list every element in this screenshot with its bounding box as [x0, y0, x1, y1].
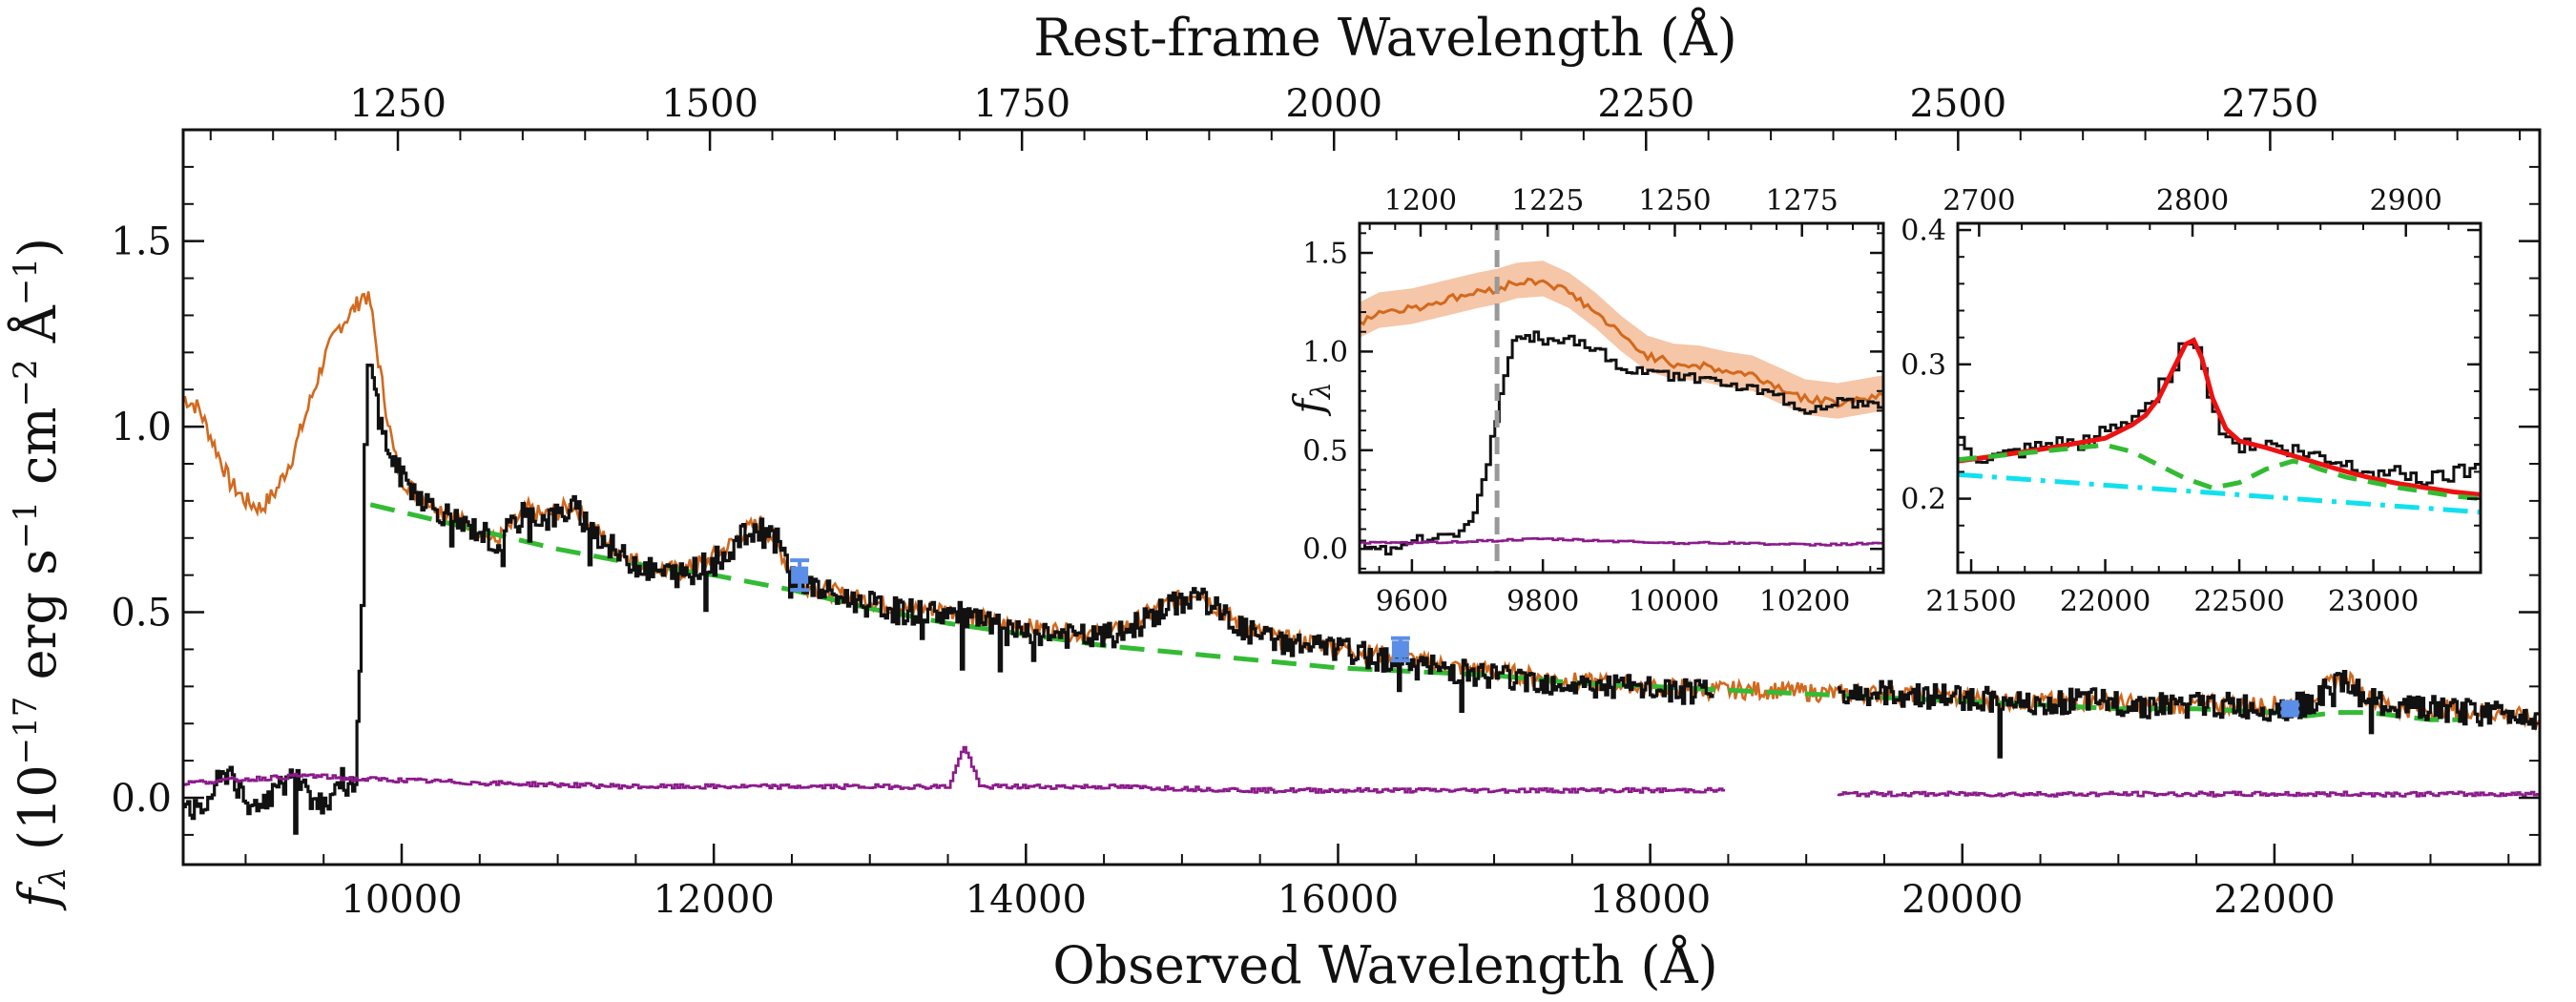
top-tick-label: 2250: [1597, 82, 1694, 126]
ylabel-erg: erg s: [8, 549, 68, 696]
x-tick-label: 23000: [2328, 585, 2419, 618]
error-line: [183, 745, 1726, 794]
x-tick-label: 20000: [1901, 878, 2023, 922]
error-line: [1837, 790, 2540, 798]
inset-model-line: [1360, 277, 1883, 408]
inset-lya-series: [1360, 223, 1883, 573]
inset-lyman-alpha: 9600 9800 10000 10200 1200 1225 1250 1275 0.0 0.5…: [1285, 184, 1885, 618]
x-tick-label: 12000: [654, 878, 775, 922]
x-tick-label: 16000: [1278, 878, 1399, 922]
inset-background: [1958, 223, 2481, 573]
top-tick-label: 2750: [2222, 82, 2319, 126]
y-tick-label: 0.0: [1302, 533, 1348, 567]
x-tick-label: 10000: [341, 878, 462, 922]
x-tick-label: 10000: [1629, 585, 1719, 618]
ylabel-exp4: −1: [7, 258, 45, 305]
ylabel-open: (10: [8, 764, 68, 866]
inset-spectrum-line: [1360, 330, 1883, 556]
x-tick-label: 21500: [1925, 585, 2016, 618]
y-tick-label: 0.4: [1901, 215, 1946, 248]
top-tick-label: 1750: [973, 82, 1070, 126]
inset-lya-frame: [1358, 221, 1885, 574]
x-tick-label: 9800: [1506, 585, 1579, 618]
y-tick-label: 0.3: [1901, 348, 1946, 382]
ylabel-exp1: −17: [7, 697, 45, 765]
main-plot-area: 10000 12000 14000 16000 18000 20000 22000 1250 1…: [111, 82, 2542, 922]
y-tick-label: 0.5: [111, 592, 172, 636]
y-tick-label: 1.5: [111, 220, 172, 264]
ylabel-close: ): [8, 238, 68, 258]
y-tick-label: 1.0: [1302, 336, 1348, 369]
inset-error-line: [1360, 537, 1883, 547]
inset-ylabel: fλ: [1285, 382, 1337, 416]
x-tick-label: 22000: [2213, 878, 2335, 922]
top-tick-label: 2800: [2156, 184, 2229, 218]
ylabel-cm: cm: [8, 407, 68, 501]
bottom-xlabel: Observed Wavelength (Å): [1052, 933, 1717, 995]
ylabel-sub: λ: [34, 866, 73, 890]
ylabel-exp2: −1: [7, 501, 45, 549]
top-xlabel: Rest-frame Wavelength (Å): [1033, 6, 1736, 68]
top-tick-label: 1225: [1511, 184, 1584, 218]
y-tick-label: 0.0: [111, 777, 172, 821]
inset-mgii-series: [1958, 337, 2481, 515]
powerlaw-dashdot-line: [1958, 471, 2481, 515]
photometry-point: [1391, 640, 1409, 658]
top-tick-label: 2700: [1942, 184, 2015, 218]
main-frame: [181, 128, 2542, 866]
main-ylabel: fλ (10−17 erg s−1 cm−2 Å−1): [6, 238, 73, 911]
spectrum-line: [1837, 670, 2540, 759]
top-tick-label: 2500: [1909, 82, 2006, 126]
x-tick-label: 10200: [1759, 585, 1850, 618]
total-fit-line: [1958, 337, 2481, 497]
main-series-group: [183, 291, 2540, 835]
top-tick-label: 1200: [1384, 184, 1457, 218]
feii-dashed-line: [1958, 442, 2481, 502]
model-uncertainty-band: [1360, 261, 1883, 419]
x-tick-label: 9600: [1376, 585, 1448, 618]
photometry-point: [791, 566, 809, 584]
inset-mgii: 21500 22000 22500 23000 2700 2800 2900 0.2 0.3 0.…: [1901, 184, 2483, 618]
top-tick-label: 1275: [1766, 184, 1839, 218]
x-tick-label: 22000: [2060, 585, 2150, 618]
top-tick-label: 2900: [2370, 184, 2442, 218]
spectrum-line: [183, 364, 1714, 835]
x-tick-label: 22500: [2193, 585, 2284, 618]
y-tick-label: 1.5: [1302, 238, 1348, 271]
top-tick-label: 1250: [349, 82, 447, 126]
x-tick-label: 18000: [1589, 878, 1711, 922]
x-tick-label: 14000: [966, 878, 1087, 922]
ylabel-exp3: −2: [7, 359, 45, 407]
inset-ylabel-sub: λ: [1305, 382, 1337, 400]
ylabel-ang: Å: [6, 304, 68, 359]
top-tick-label: 1250: [1638, 184, 1711, 218]
inset-mgii-frame: [1956, 221, 2483, 574]
y-tick-label: 1.0: [111, 406, 172, 449]
y-tick-label: 0.5: [1302, 434, 1348, 468]
top-tick-label: 1500: [661, 82, 758, 126]
y-tick-label: 0.2: [1901, 483, 1946, 516]
photometry-point: [2281, 699, 2299, 718]
top-tick-label: 2000: [1285, 82, 1382, 126]
